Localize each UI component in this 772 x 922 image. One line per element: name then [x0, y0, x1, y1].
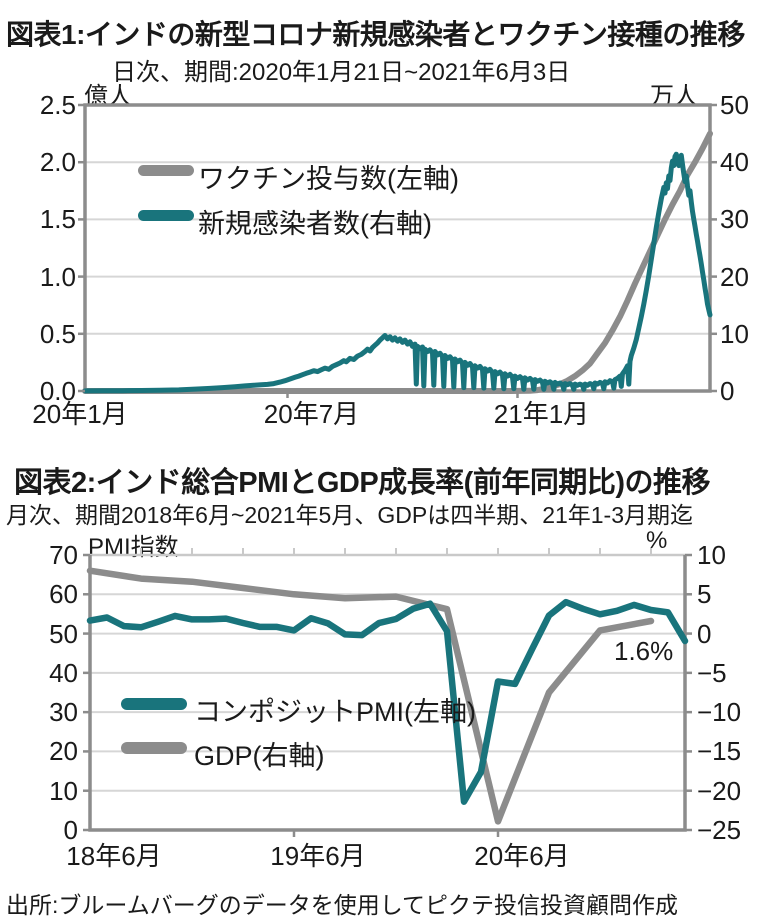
chart1-x-tick-label: 21年1月	[493, 399, 590, 429]
chart1-yleft-tick-label: 2.0	[39, 147, 76, 178]
composite-pmi-line	[86, 598, 689, 805]
chart2-subtitle: 月次、期間2018年6月~2021年5月、GDPは四半期、21年1-3月期迄	[6, 502, 694, 528]
chart1-yright-tick-label: 20	[720, 261, 749, 292]
chart2-yright-tick-label: −25	[697, 815, 742, 845]
chart2-yright-tick-label: −20	[697, 775, 742, 806]
gdp-line	[86, 567, 655, 825]
chart1-title: 図表1:インドの新型コロナ新規感染者とワクチン接種の推移	[6, 19, 745, 50]
chart1-legend-vaccine-swatch	[138, 165, 194, 176]
chart2-plot	[83, 548, 692, 837]
chart2-legend-gdp-label: GDP(右軸)	[194, 741, 325, 771]
chart2-yleft-tick-label: 20	[49, 736, 78, 767]
chart2-yleft-tick-label: 30	[49, 697, 78, 728]
chart1-legend-cases-swatch	[138, 210, 194, 221]
chart2-yleft-tick-label: 60	[49, 579, 78, 610]
chart2-legend-gdp-swatch	[121, 742, 187, 754]
chart1-yright-tick-label: 30	[720, 204, 749, 235]
chart1-yright-tick-label: 0	[720, 376, 735, 406]
source-note: 出所:ブルームバーグのデータを使用してピクテ投信投資顧問作成	[6, 892, 679, 918]
gdp-latest-value-annotation: 1.6%	[614, 636, 674, 666]
chart2-yleft-tick-label: 50	[49, 618, 78, 649]
chart2-yleft-tick-label: 40	[49, 657, 78, 688]
chart1-legend-cases-label: 新規感染者数(右軸)	[198, 209, 432, 239]
chart2-legend-pmi-label: コンポジットPMI(左軸)	[194, 697, 476, 727]
chart2-yleft-tick-label: 0	[63, 815, 78, 845]
chart1-yright-tick-label: 40	[720, 147, 749, 178]
chart2-yleft-tick-label: 70	[49, 540, 78, 570]
chart1-yleft-tick-label: 1.0	[39, 261, 76, 292]
chart2-yleft-tick-label: 10	[49, 775, 78, 806]
chart2-right-axis-unit: %	[646, 527, 668, 554]
chart1-yright-tick-label: 10	[720, 318, 749, 349]
chart2-left-axis-unit: PMI指数	[88, 534, 179, 561]
chart1-yleft-tick-label: 2.5	[39, 90, 76, 120]
chart2-x-tick-label: 20年6月	[474, 841, 570, 871]
chart2-yright-tick-label: −10	[697, 697, 742, 728]
vaccine-line	[82, 130, 713, 394]
chart1-yleft-tick-label: 0.0	[39, 376, 76, 406]
chart2-x-tick-label: 19年6月	[270, 841, 366, 871]
chart2-yright-tick-label: 10	[697, 540, 726, 570]
chart1-x-tick-label: 20年1月	[32, 399, 128, 429]
chart2-legend-pmi-swatch	[121, 698, 187, 710]
chart2-title: 図表2:インド総合PMIとGDP成長率(前年同期比)の推移	[14, 467, 711, 499]
chart1-yleft-tick-label: 1.5	[39, 204, 76, 235]
chart1-yright-tick-label: 50	[720, 90, 749, 120]
chart1-legend-vaccine-label: ワクチン投与数(左軸)	[198, 164, 459, 194]
chart2-x-tick-label: 18年6月	[66, 841, 162, 871]
chart1-yleft-tick-label: 0.5	[39, 318, 76, 349]
chart2-yright-tick-label: −5	[697, 657, 727, 688]
chart2-yright-tick-label: 5	[697, 579, 712, 610]
chart1-plot	[78, 103, 717, 398]
chart2-yright-tick-label: 0	[697, 618, 712, 649]
new-cases-line	[82, 151, 713, 394]
chart1-subtitle: 日次、期間:2020年1月21日~2021年6月3日	[112, 59, 571, 86]
chart2-yright-tick-label: −15	[697, 736, 742, 767]
chart1-x-tick-label: 20年7月	[263, 399, 360, 429]
